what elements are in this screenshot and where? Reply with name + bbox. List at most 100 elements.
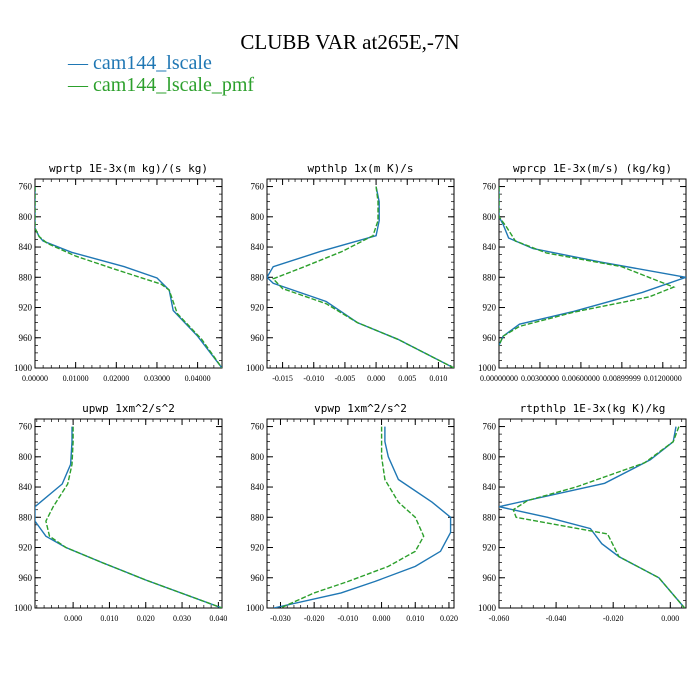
x-tick-label: 0.04000 xyxy=(185,374,211,383)
y-tick-label: 920 xyxy=(19,543,33,553)
series-line-cam144_lscale_pmf xyxy=(512,426,686,608)
series-line-cam144_lscale xyxy=(35,426,222,608)
legend-label: cam144_lscale_pmf xyxy=(93,74,255,96)
x-tick-label: 0.040 xyxy=(209,614,227,623)
y-tick-label: 880 xyxy=(483,512,497,522)
x-tick-label: 0.000 xyxy=(661,614,679,623)
y-tick-label: 1000 xyxy=(246,603,265,613)
chart-panel-6: rtpthlp 1E-3x(kg K)/kg 760 800 840 880 920 960… xyxy=(478,402,687,623)
chart-title: wprcp 1E-3x(m/s) (kg/kg) xyxy=(513,162,672,175)
chart-title: wprtp 1E-3x(m kg)/(s kg) xyxy=(49,162,208,175)
y-tick-label: 880 xyxy=(19,512,33,522)
x-tick-label: -0.010 xyxy=(303,374,324,383)
series-line-cam144_lscale xyxy=(499,186,686,346)
x-tick-label: 0.005 xyxy=(398,374,416,383)
y-tick-label: 1000 xyxy=(14,363,33,373)
y-tick-label: 1000 xyxy=(478,603,497,613)
series-line-cam144_lscale_pmf xyxy=(35,186,222,368)
y-tick-label: 880 xyxy=(251,272,265,282)
x-tick-label: 0.01200000 xyxy=(644,374,682,383)
series-line-cam144_lscale_pmf xyxy=(499,186,676,346)
chart-panel-4: upwp 1xm^2/s^2 760 800 840 880 920 960 1000 0.00… xyxy=(14,402,227,623)
x-tick-label: 0.010 xyxy=(100,614,118,623)
series-line-cam144_lscale xyxy=(267,186,454,368)
series-line-cam144_lscale_pmf xyxy=(280,426,425,608)
chart-panel-3: wprcp 1E-3x(m/s) (kg/kg) 760 800 840 880 920 9… xyxy=(478,162,687,383)
x-tick-label: 0.00000000 xyxy=(480,374,518,383)
y-tick-label: 880 xyxy=(483,272,497,282)
y-tick-label: 840 xyxy=(251,242,265,252)
y-tick-label: 840 xyxy=(19,482,33,492)
y-tick-label: 840 xyxy=(483,482,497,492)
x-tick-label: 0.00899999 xyxy=(603,374,641,383)
y-tick-label: 960 xyxy=(19,573,33,583)
y-tick-label: 840 xyxy=(483,242,497,252)
x-tick-label: -0.020 xyxy=(304,614,325,623)
x-tick-label: 0.02000 xyxy=(103,374,129,383)
chart-title: vpwp 1xm^2/s^2 xyxy=(314,402,407,415)
x-tick-label: -0.060 xyxy=(489,614,510,623)
chart-panel-1: wprtp 1E-3x(m kg)/(s kg) 760 800 840 880 920 9… xyxy=(14,162,223,383)
y-tick-label: 800 xyxy=(251,452,265,462)
x-tick-label: 0.010 xyxy=(406,614,424,623)
series-line-cam144_lscale_pmf xyxy=(271,186,454,368)
y-tick-label: 920 xyxy=(483,303,497,313)
y-tick-label: 800 xyxy=(483,212,497,222)
y-tick-label: 960 xyxy=(483,573,497,583)
x-tick-label: 0.03000 xyxy=(144,374,170,383)
chart-title: wpthlp 1x(m K)/s xyxy=(308,162,414,175)
legend-label: cam144_lscale xyxy=(93,52,212,74)
x-tick-label: 0.000 xyxy=(373,614,391,623)
plot-frame xyxy=(498,418,687,609)
plot-frame xyxy=(34,178,223,369)
y-tick-label: 1000 xyxy=(478,363,497,373)
x-tick-label: 0.000 xyxy=(64,614,82,623)
y-tick-label: 760 xyxy=(251,182,265,192)
y-tick-label: 920 xyxy=(251,303,265,313)
y-tick-label: 760 xyxy=(19,182,33,192)
x-tick-label: -0.005 xyxy=(335,374,356,383)
y-tick-label: 760 xyxy=(251,422,265,432)
y-tick-label: 960 xyxy=(19,333,33,343)
x-tick-label: 0.020 xyxy=(137,614,155,623)
series-line-cam144_lscale_pmf xyxy=(45,426,222,608)
y-tick-label: 800 xyxy=(19,452,33,462)
y-tick-label: 880 xyxy=(19,272,33,282)
x-tick-label: 0.010 xyxy=(429,374,447,383)
y-tick-label: 1000 xyxy=(14,603,33,613)
x-tick-label: 0.01000 xyxy=(63,374,89,383)
y-tick-label: 960 xyxy=(251,333,265,343)
y-tick-label: 800 xyxy=(19,212,33,222)
y-tick-label: 1000 xyxy=(246,363,265,373)
x-tick-label: 0.00300000 xyxy=(521,374,559,383)
y-tick-label: 840 xyxy=(19,242,33,252)
chart-panel-2: wpthlp 1x(m K)/s 760 800 840 880 920 960 1000 -0… xyxy=(246,162,455,383)
x-tick-label: -0.030 xyxy=(270,614,291,623)
plot-frame xyxy=(266,418,455,609)
x-tick-label: 0.020 xyxy=(440,614,458,623)
x-tick-label: -0.020 xyxy=(603,614,624,623)
series-line-cam144_lscale xyxy=(273,426,452,608)
y-tick-label: 920 xyxy=(251,543,265,553)
y-tick-label: 960 xyxy=(483,333,497,343)
y-tick-label: 920 xyxy=(483,543,497,553)
legend-item: — cam144_lscale xyxy=(68,52,212,74)
legend-line-icon: — xyxy=(68,52,93,74)
page-title: CLUBB VAR at265E,-7N xyxy=(240,30,460,54)
x-tick-label: -0.010 xyxy=(338,614,359,623)
x-tick-label: -0.015 xyxy=(272,374,293,383)
legend-item: — cam144_lscale_pmf xyxy=(68,74,254,96)
series-line-cam144_lscale xyxy=(35,186,222,368)
chart-panel-5: vpwp 1xm^2/s^2 760 800 840 880 920 960 1000 -0.0… xyxy=(246,402,458,623)
plot-frame xyxy=(34,418,223,609)
y-tick-label: 920 xyxy=(19,303,33,313)
y-tick-label: 800 xyxy=(251,212,265,222)
chart-title: upwp 1xm^2/s^2 xyxy=(82,402,175,415)
chart-title: rtpthlp 1E-3x(kg K)/kg xyxy=(520,402,666,415)
legend-line-icon: — xyxy=(68,74,93,96)
x-tick-label: 0.000 xyxy=(367,374,385,383)
y-tick-label: 800 xyxy=(483,452,497,462)
plot-frame xyxy=(266,178,455,369)
y-tick-label: 880 xyxy=(251,512,265,522)
